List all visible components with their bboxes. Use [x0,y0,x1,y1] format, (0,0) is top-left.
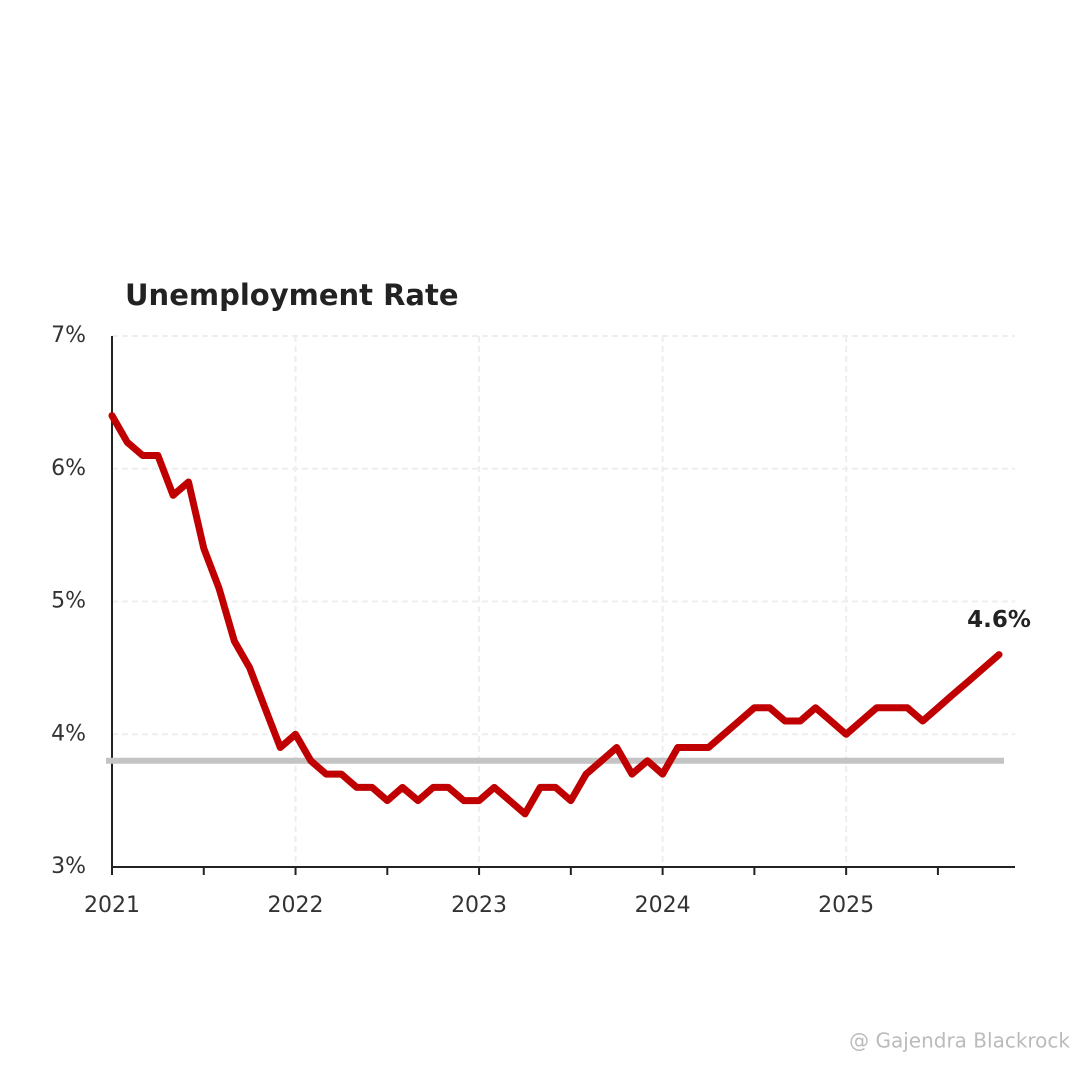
x-tick-label: 2023 [451,893,507,918]
y-tick-label: 3% [51,854,86,879]
y-tick-label: 7% [51,323,86,348]
y-tick-label: 5% [51,589,86,614]
data-line [108,412,1003,818]
x-tick-label: 2021 [84,893,140,918]
y-tick-label: 6% [51,456,86,481]
watermark: @ Gajendra Blackrock [849,1029,1070,1053]
x-tick-label: 2025 [818,893,874,918]
y-tick-label: 4% [51,721,86,746]
x-tick-label: 2022 [268,893,324,918]
chart-title: Unemployment Rate [125,278,459,312]
x-tick-label: 2024 [635,893,691,918]
end-label: 4.6% [967,607,1031,633]
